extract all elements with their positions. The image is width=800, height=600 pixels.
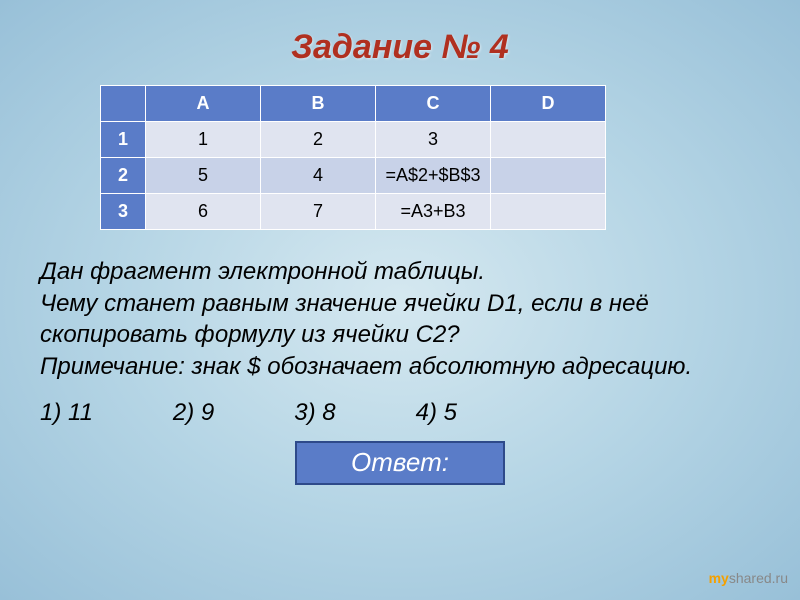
cell-b2: 4: [261, 158, 376, 194]
cell-b3: 7: [261, 194, 376, 230]
option-2[interactable]: 2) 9: [173, 399, 214, 427]
question-line: Чему станет равным значение ячейки D1, е…: [40, 288, 760, 320]
col-header-c: C: [376, 86, 491, 122]
cell-d1: [491, 122, 606, 158]
cell-d3: [491, 194, 606, 230]
table-row: 2 5 4 =A$2+$B$3: [101, 158, 606, 194]
option-4[interactable]: 4) 5: [416, 399, 457, 427]
cell-b1: 2: [261, 122, 376, 158]
cell-a1: 1: [146, 122, 261, 158]
cell-c2: =A$2+$B$3: [376, 158, 491, 194]
question-text: Дан фрагмент электронной таблицы. Чему с…: [0, 230, 800, 389]
option-1[interactable]: 1) 11: [40, 399, 93, 427]
spreadsheet-wrapper: A B C D 1 1 2 3 2 5 4 =A$2+$B$3 3 6 7 =A…: [0, 85, 800, 230]
col-header-d: D: [491, 86, 606, 122]
table-row: 1 1 2 3: [101, 122, 606, 158]
table-row: 3 6 7 =A3+B3: [101, 194, 606, 230]
question-line: Дан фрагмент электронной таблицы.: [40, 256, 760, 288]
site-logo: myshared.ru: [709, 570, 788, 586]
logo-part-my: my: [709, 570, 729, 586]
question-line: Примечание: знак $ обозначает абсолютную…: [40, 351, 760, 383]
answer-options: 1) 11 2) 9 3) 8 4) 5: [0, 389, 800, 427]
row-header-2: 2: [101, 158, 146, 194]
question-line: скопировать формулу из ячейки С2?: [40, 319, 760, 351]
cell-a2: 5: [146, 158, 261, 194]
logo-part-rest: shared.ru: [729, 570, 788, 586]
row-header-3: 3: [101, 194, 146, 230]
cell-c3: =A3+B3: [376, 194, 491, 230]
col-header-a: A: [146, 86, 261, 122]
table-corner: [101, 86, 146, 122]
cell-d2: [491, 158, 606, 194]
task-title: Задание № 4: [0, 0, 800, 85]
cell-a3: 6: [146, 194, 261, 230]
answer-label-box: Ответ:: [295, 441, 505, 485]
row-header-1: 1: [101, 122, 146, 158]
table-header-row: A B C D: [101, 86, 606, 122]
option-3[interactable]: 3) 8: [294, 399, 335, 427]
cell-c1: 3: [376, 122, 491, 158]
col-header-b: B: [261, 86, 376, 122]
spreadsheet-table: A B C D 1 1 2 3 2 5 4 =A$2+$B$3 3 6 7 =A…: [100, 85, 606, 230]
